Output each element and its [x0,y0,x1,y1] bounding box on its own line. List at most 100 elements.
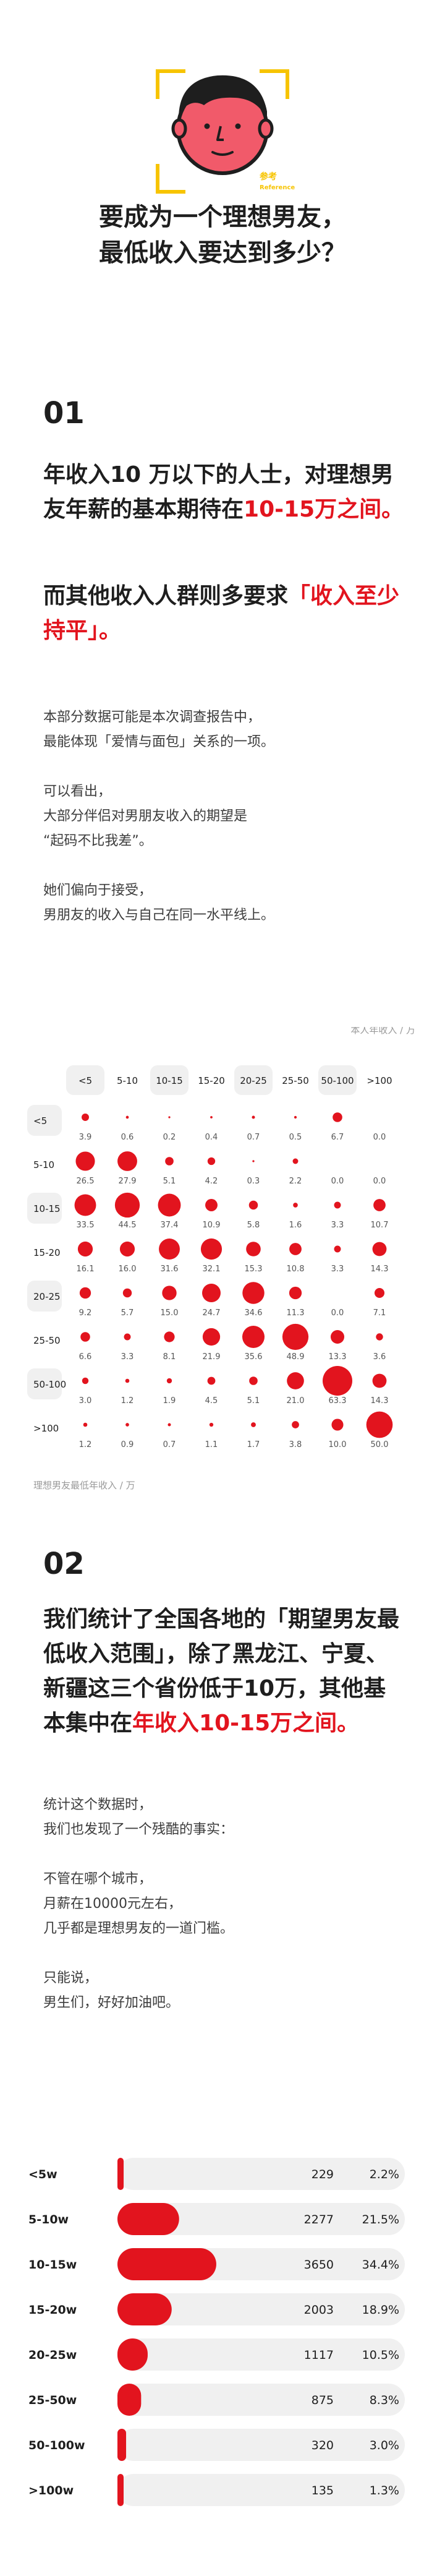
heatmap-value: 26.5 [77,1177,95,1186]
heatmap-value: 11.3 [287,1308,305,1318]
heatmap-value: 0.3 [247,1177,260,1186]
bar-percent-label: 10.5% [362,2348,399,2362]
heatmap-value: 0.6 [121,1133,134,1142]
bar [117,2338,148,2371]
heatmap-cell [331,1419,344,1431]
heatmap-cell [77,1241,93,1257]
x-tick-label: 50-100 [321,1075,354,1086]
heatmap-cell [289,1243,302,1255]
y-tick-label: 15-20 [33,1247,61,1258]
heatmap-value: 5.7 [121,1308,134,1318]
bar-category-label: <5w [28,2168,57,2181]
heatmap-cell [333,1112,342,1122]
heatmap-value: 6.7 [331,1133,344,1142]
heatmap-cell [80,1332,90,1342]
lead-highlight: 「收入至少持平」。 [43,583,400,643]
x-tick-label: 5-10 [117,1075,138,1086]
heatmap-cell [83,1422,88,1427]
heatmap-cell [252,1115,255,1119]
heatmap-value: 15.0 [161,1308,179,1318]
heatmap-cell [167,1423,171,1427]
heatmap-value: 10.9 [203,1221,221,1230]
heatmap-cell [74,1194,96,1216]
section-number-02: 02 [43,1547,85,1581]
heatmap-value: 3.3 [331,1221,344,1230]
bar-category-label: 20-25w [28,2348,77,2362]
x-tick-label: 25-50 [282,1075,309,1086]
income-heatmap: 本人年收入 / 万 <5 5-10 10-15 15-20 20-25 25-50 50-1… [27,1027,415,1491]
heatmap-value: 3.9 [79,1133,92,1142]
bar-category-label: 5-10w [28,2213,69,2226]
heatmap-cell [114,1192,140,1218]
heatmap-cell [252,1160,255,1162]
bar-track [117,2158,405,2190]
heatmap-value: 5.1 [247,1396,260,1406]
lead-text: 年收入10 万以下的人士，对理想男友年薪的基本期待在 [43,462,394,522]
heatmap-value: 0.5 [289,1133,302,1142]
heatmap-value: 35.6 [245,1352,263,1362]
heatmap-value: 4.5 [205,1396,218,1406]
y-tick-bg [27,1281,62,1312]
x-tick-bg [318,1065,357,1095]
x-tick-bg [234,1065,273,1095]
heatmap-cell [376,1333,383,1341]
heatmap-cell [202,1284,221,1302]
bar-category-label: 10-15w [28,2258,77,2272]
heatmap-cell [372,1242,387,1256]
heatmap-cell [125,1423,129,1427]
heatmap-value: 15.3 [245,1264,263,1274]
section1-lead-1: 年收入10 万以下的人士，对理想男友年薪的基本期待在10-15万之间。 [43,458,408,527]
heatmap-value: 1.6 [289,1221,302,1230]
heatmap-cell [210,1116,213,1118]
heatmap-value: 27.9 [119,1177,137,1186]
heatmap-cell [372,1373,387,1388]
heatmap-value: 63.3 [329,1396,347,1406]
heatmap-value: 3.8 [289,1440,302,1449]
heatmap-value: 0.0 [373,1133,386,1142]
heatmap-cell [165,1157,174,1166]
bar-value-label: 3650 [304,2258,334,2272]
heatmap-cell [373,1199,386,1211]
x-tick-label: 10-15 [156,1075,183,1086]
bar-value-label: 135 [312,2484,334,2497]
heatmap-value: 21.9 [203,1352,221,1362]
heatmap-value: 32.1 [203,1264,221,1274]
hero-illustration: 参考 Reference [156,69,295,194]
heatmap-cell [282,1323,309,1350]
heatmap-cell [122,1288,132,1298]
heatmap-value: 13.3 [329,1352,347,1362]
bar-track [117,2203,405,2235]
heatmap-cell [287,1372,304,1389]
heatmap-cell [158,1193,181,1217]
heatmap-value: 9.2 [79,1308,92,1318]
heatmap-cell [294,1115,297,1119]
heatmap-value: 0.2 [163,1133,176,1142]
x-tick-label: 15-20 [198,1075,225,1086]
heatmap-value: 5.8 [247,1221,260,1230]
bar-value-label: 229 [312,2168,334,2181]
heatmap-value: 37.4 [161,1221,179,1230]
body-paragraph: 可以看出， 大部分伴侣对男朋友收入的期望是 “起码不比我差”。 [43,784,248,849]
heatmap-value: 0.0 [373,1177,386,1186]
heatmap-value: 1.1 [205,1440,218,1449]
heatmap-cell [117,1151,137,1171]
heatmap-value: 14.3 [371,1396,389,1406]
lead-text: 我们统计了全国各地的「期望男友最低收入范围」，除了黑龙江、宁夏、新疆这三个省份低… [43,1607,400,1736]
heatmap-cell [292,1421,299,1428]
section2-body: 统计这个数据时， 我们也发现了一个残酷的事实： 不管在哪个城市， 月薪在1000… [43,1793,408,2040]
heatmap-cell [79,1287,91,1299]
heatmap-cell [246,1242,261,1256]
heatmap-cell [125,1115,129,1119]
heatmap-cell [366,1411,393,1438]
heatmap-cell [202,1328,221,1346]
bar-value-label: 1117 [304,2348,334,2362]
page-title-line: 要成为一个理想男友， [99,203,346,231]
heatmap-cell [125,1378,130,1383]
heatmap-cell [82,1377,89,1385]
heatmap-value: 48.9 [287,1352,305,1362]
heatmap-value: 3.3 [121,1352,134,1362]
heatmap-value: 0.9 [121,1440,134,1449]
y-tick-label: 5-10 [33,1159,54,1170]
bar-percent-label: 8.3% [370,2394,399,2407]
heatmap-cell [289,1286,302,1300]
